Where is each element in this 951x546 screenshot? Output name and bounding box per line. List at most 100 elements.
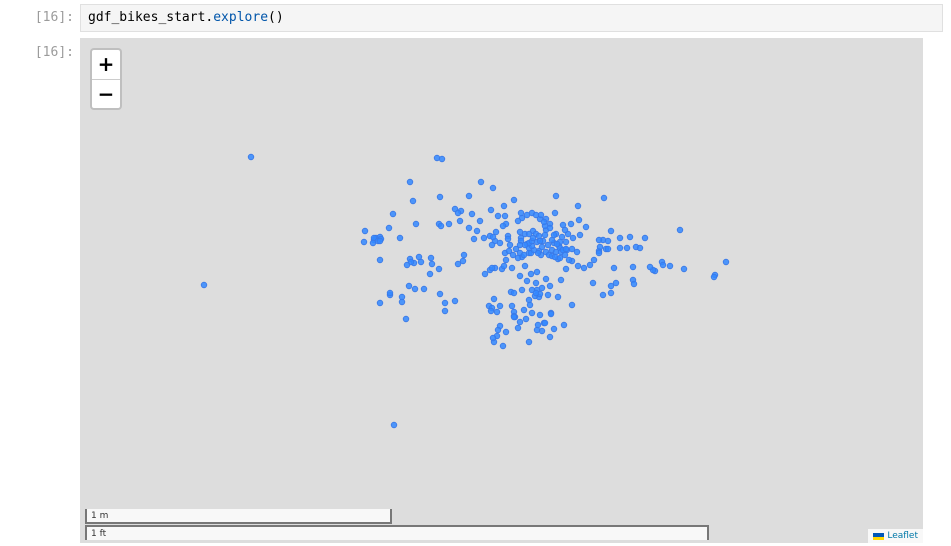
circle-marker-icon[interactable] — [567, 220, 575, 228]
circle-marker-icon[interactable] — [612, 279, 620, 287]
circle-marker-icon[interactable] — [428, 260, 436, 268]
circle-marker-icon[interactable] — [506, 241, 514, 249]
circle-marker-icon[interactable] — [499, 342, 507, 350]
circle-marker-icon[interactable] — [247, 153, 255, 161]
circle-marker-icon[interactable] — [568, 301, 576, 309]
circle-marker-icon[interactable] — [390, 421, 398, 429]
circle-marker-icon[interactable] — [517, 209, 525, 217]
circle-marker-icon[interactable] — [476, 217, 484, 225]
circle-marker-icon[interactable] — [385, 224, 393, 232]
circle-marker-icon[interactable] — [489, 334, 497, 342]
circle-marker-icon[interactable] — [607, 282, 615, 290]
circle-marker-icon[interactable] — [550, 325, 558, 333]
circle-marker-icon[interactable] — [540, 218, 548, 226]
circle-marker-icon[interactable] — [514, 324, 522, 332]
circle-marker-icon[interactable] — [510, 196, 518, 204]
circle-marker-icon[interactable] — [500, 262, 508, 270]
circle-marker-icon[interactable] — [547, 310, 555, 318]
circle-marker-icon[interactable] — [641, 234, 649, 242]
circle-marker-icon[interactable] — [496, 302, 504, 310]
circle-marker-icon[interactable] — [562, 265, 570, 273]
circle-marker-icon[interactable] — [521, 262, 529, 270]
circle-marker-icon[interactable] — [477, 178, 485, 186]
circle-marker-icon[interactable] — [389, 210, 397, 218]
circle-marker-icon[interactable] — [502, 328, 510, 336]
map-view[interactable]: + − 1 m 1 ft Leaflet — [80, 38, 923, 543]
circle-marker-icon[interactable] — [427, 254, 435, 262]
circle-marker-icon[interactable] — [411, 285, 419, 293]
circle-marker-icon[interactable] — [666, 262, 674, 270]
circle-marker-icon[interactable] — [562, 245, 570, 253]
circle-marker-icon[interactable] — [494, 326, 502, 334]
circle-marker-icon[interactable] — [436, 290, 444, 298]
circle-marker-icon[interactable] — [493, 308, 501, 316]
circle-marker-icon[interactable] — [200, 281, 208, 289]
circle-marker-icon[interactable] — [546, 224, 554, 232]
circle-marker-icon[interactable] — [481, 270, 489, 278]
circle-marker-icon[interactable] — [499, 222, 507, 230]
circle-marker-icon[interactable] — [489, 184, 497, 192]
circle-marker-icon[interactable] — [710, 273, 718, 281]
circle-marker-icon[interactable] — [542, 275, 550, 283]
circle-marker-icon[interactable] — [518, 286, 526, 294]
circle-marker-icon[interactable] — [534, 321, 542, 329]
circle-marker-icon[interactable] — [492, 228, 500, 236]
circle-marker-icon[interactable] — [470, 235, 478, 243]
circle-marker-icon[interactable] — [451, 297, 459, 305]
circle-marker-icon[interactable] — [550, 231, 558, 239]
circle-marker-icon[interactable] — [488, 241, 496, 249]
circle-marker-icon[interactable] — [376, 256, 384, 264]
circle-marker-icon[interactable] — [589, 279, 597, 287]
leaflet-link[interactable]: Leaflet — [887, 531, 918, 541]
circle-marker-icon[interactable] — [426, 270, 434, 278]
circle-marker-icon[interactable] — [435, 265, 443, 273]
circle-marker-icon[interactable] — [616, 234, 624, 242]
circle-marker-icon[interactable] — [561, 226, 569, 234]
circle-marker-icon[interactable] — [509, 251, 517, 259]
circle-marker-icon[interactable] — [574, 262, 582, 270]
circle-marker-icon[interactable] — [437, 222, 445, 230]
circle-marker-icon[interactable] — [376, 299, 384, 307]
circle-marker-icon[interactable] — [465, 192, 473, 200]
circle-marker-icon[interactable] — [541, 231, 549, 239]
circle-marker-icon[interactable] — [541, 319, 549, 327]
circle-marker-icon[interactable] — [676, 226, 684, 234]
circle-marker-icon[interactable] — [551, 209, 559, 217]
circle-marker-icon[interactable] — [480, 234, 488, 242]
circle-marker-icon[interactable] — [722, 258, 730, 266]
circle-marker-icon[interactable] — [459, 257, 467, 265]
circle-marker-icon[interactable] — [582, 223, 590, 231]
circle-marker-icon[interactable] — [526, 301, 534, 309]
circle-marker-icon[interactable] — [575, 216, 583, 224]
circle-marker-icon[interactable] — [629, 263, 637, 271]
circle-marker-icon[interactable] — [520, 251, 528, 259]
circle-marker-icon[interactable] — [500, 202, 508, 210]
circle-marker-icon[interactable] — [552, 192, 560, 200]
circle-marker-icon[interactable] — [557, 276, 565, 284]
circle-marker-icon[interactable] — [604, 245, 612, 253]
circle-marker-icon[interactable] — [520, 306, 528, 314]
circle-marker-icon[interactable] — [527, 270, 535, 278]
circle-marker-icon[interactable] — [573, 248, 581, 256]
circle-marker-icon[interactable] — [562, 238, 570, 246]
circle-marker-icon[interactable] — [420, 285, 428, 293]
circle-marker-icon[interactable] — [512, 245, 520, 253]
circle-marker-icon[interactable] — [436, 193, 444, 201]
circle-marker-icon[interactable] — [537, 211, 545, 219]
circle-marker-icon[interactable] — [599, 291, 607, 299]
circle-marker-icon[interactable] — [514, 217, 522, 225]
circle-marker-icon[interactable] — [636, 244, 644, 252]
circle-marker-icon[interactable] — [417, 258, 425, 266]
code-line[interactable]: gdf_bikes_start.explore() — [88, 10, 284, 25]
circle-marker-icon[interactable] — [532, 279, 540, 287]
circle-marker-icon[interactable] — [554, 293, 562, 301]
circle-marker-icon[interactable] — [546, 282, 554, 290]
circle-marker-icon[interactable] — [553, 240, 561, 248]
circle-marker-icon[interactable] — [523, 277, 531, 285]
circle-marker-icon[interactable] — [680, 265, 688, 273]
circle-marker-icon[interactable] — [516, 272, 524, 280]
circle-marker-icon[interactable] — [504, 235, 512, 243]
circle-marker-icon[interactable] — [630, 280, 638, 288]
circle-marker-icon[interactable] — [580, 264, 588, 272]
circle-marker-icon[interactable] — [360, 238, 368, 246]
